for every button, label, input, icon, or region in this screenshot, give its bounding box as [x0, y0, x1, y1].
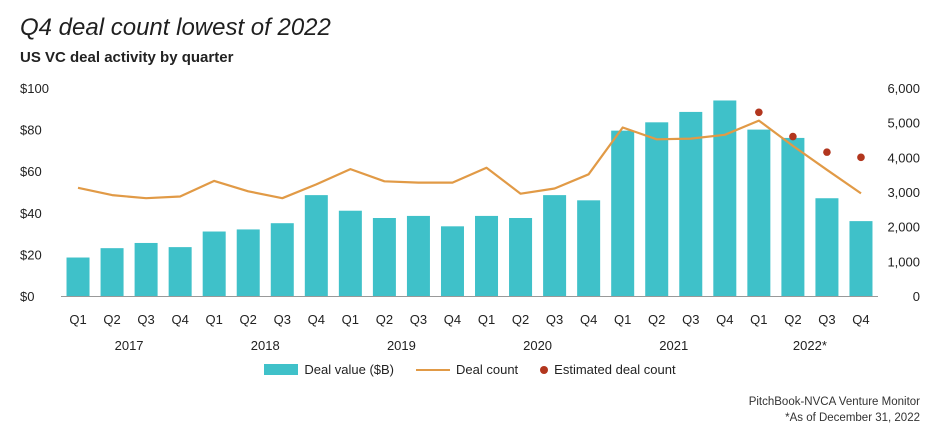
y-right-tick-label: 6,000 — [887, 81, 920, 96]
bar-deal-value — [372, 218, 396, 296]
bar-deal-value — [679, 111, 703, 296]
y-left-tick-label: $20 — [20, 247, 42, 262]
dot-estimated-deal-count — [789, 132, 797, 141]
x-tick-label-year: 2021 — [659, 338, 688, 353]
dot-estimated-deal-count — [857, 153, 865, 162]
source-credit: PitchBook-NVCA Venture Monitor — [748, 396, 920, 408]
bar-deal-value — [713, 100, 737, 296]
x-tick-label-quarter: Q3 — [137, 312, 154, 327]
x-tick-label-quarter: Q1 — [342, 312, 359, 327]
chart-subtitle: US VC deal activity by quarter — [20, 49, 234, 66]
legend-label-estimated: Estimated deal count — [554, 362, 676, 377]
bar-deal-value — [100, 248, 124, 296]
bar-deal-value — [440, 226, 464, 296]
x-tick-label-quarter: Q2 — [240, 312, 257, 327]
legend-swatch-bar — [264, 364, 299, 375]
x-tick-label-year: 2017 — [115, 338, 144, 353]
legend-swatch-dot — [540, 365, 549, 374]
bar-deal-value — [611, 130, 635, 296]
bar-deal-value — [475, 215, 499, 296]
x-tick-label-quarter: Q3 — [274, 312, 291, 327]
y-left-tick-label: $60 — [20, 164, 42, 179]
x-tick-label-quarter: Q2 — [103, 312, 120, 327]
x-tick-label-quarter: Q1 — [478, 312, 495, 327]
y-right-tick-label: 0 — [913, 289, 920, 304]
chart-canvas: $0 $20 $40 $60 $80 $100 0 1,000 2,000 3,000 4,000 5… — [20, 81, 920, 353]
x-tick-label-quarter: Q3 — [682, 312, 699, 327]
x-tick-label-quarter: Q4 — [444, 312, 461, 327]
legend-item-deal-count: Deal count — [416, 362, 518, 377]
bar-deal-value — [543, 195, 567, 296]
bar-deal-value — [645, 122, 669, 296]
legend-swatch-line — [416, 368, 451, 371]
legend-item-deal-value: Deal value ($B) — [264, 362, 394, 377]
bar-deal-value — [815, 198, 839, 296]
bar-deal-value — [202, 231, 226, 296]
bar-deal-value — [747, 129, 771, 296]
x-tick-label-year: 2022* — [793, 338, 827, 353]
legend-label-deal-count: Deal count — [456, 362, 519, 377]
x-tick-label-quarter: Q2 — [512, 312, 529, 327]
x-tick-label-quarter: Q2 — [376, 312, 393, 327]
x-tick-label-quarter: Q4 — [308, 312, 325, 327]
y-right-tick-label: 3,000 — [887, 185, 920, 200]
bar-deal-value — [304, 195, 328, 296]
dot-estimated-deal-count — [755, 108, 763, 117]
x-tick-label-quarter: Q1 — [69, 312, 86, 327]
footnote: *As of December 31, 2022 — [785, 412, 920, 424]
y-right-tick-label: 1,000 — [887, 254, 920, 269]
x-tick-label-year: 2019 — [387, 338, 416, 353]
y-right-tick-label: 2,000 — [887, 220, 920, 235]
y-left-tick-label: $40 — [20, 206, 42, 221]
legend-label-deal-value: Deal value ($B) — [304, 362, 395, 377]
x-tick-label-quarter: Q4 — [580, 312, 597, 327]
bar-deal-value — [509, 218, 533, 296]
bar-deal-value — [849, 221, 873, 296]
legend-item-estimated: Estimated deal count — [540, 362, 676, 377]
x-tick-label-quarter: Q2 — [784, 312, 801, 327]
chart-title: Q4 deal count lowest of 2022 — [20, 14, 331, 41]
y-left-tick-label: $100 — [20, 81, 49, 96]
dot-estimated-deal-count — [823, 148, 831, 156]
bar-deal-value — [406, 215, 430, 296]
x-tick-label-year: 2018 — [251, 338, 280, 353]
x-tick-label-quarter: Q3 — [818, 312, 835, 327]
bar-deal-value — [781, 137, 805, 296]
x-tick-label-quarter: Q3 — [546, 312, 563, 327]
x-tick-label-quarter: Q4 — [716, 312, 733, 327]
y-right-tick-label: 5,000 — [887, 116, 920, 131]
bar-deal-value — [236, 229, 260, 296]
bar-deal-value — [66, 257, 90, 296]
x-tick-label-year: 2020 — [523, 338, 552, 353]
y-left-tick-label: $0 — [20, 289, 34, 304]
x-tick-label-quarter: Q3 — [410, 312, 427, 327]
x-tick-label-quarter: Q2 — [648, 312, 665, 327]
bar-deal-value — [270, 223, 294, 296]
x-tick-label-quarter: Q1 — [750, 312, 767, 327]
x-tick-label-quarter: Q1 — [206, 312, 223, 327]
bar-deal-value — [577, 200, 601, 296]
x-tick-label-quarter: Q1 — [614, 312, 631, 327]
bar-deal-value — [338, 210, 362, 296]
line-deal-count — [77, 119, 862, 200]
x-tick-label-quarter: Q4 — [852, 312, 869, 327]
bar-deal-value — [168, 247, 192, 296]
bar-deal-value — [134, 242, 158, 296]
y-left-tick-label: $80 — [20, 123, 42, 138]
y-right-tick-label: 4,000 — [887, 150, 920, 165]
x-tick-label-quarter: Q4 — [171, 312, 188, 327]
chart-legend: Deal value ($B) Deal count Estimated dea… — [0, 362, 940, 377]
